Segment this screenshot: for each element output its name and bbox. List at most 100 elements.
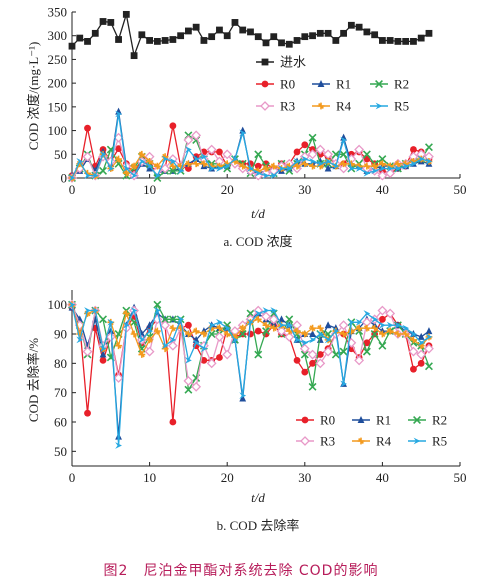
data-point	[153, 38, 161, 45]
data-point	[153, 307, 161, 314]
legend-item-r4: R4	[352, 434, 392, 449]
data-point	[115, 110, 122, 118]
data-point	[185, 160, 192, 168]
data-point	[146, 158, 153, 165]
legend-label: R4	[336, 99, 352, 114]
data-point	[214, 332, 225, 342]
data-point	[340, 29, 347, 37]
data-point	[301, 141, 309, 149]
data-point	[261, 311, 271, 322]
data-point	[254, 327, 262, 335]
legend-label: R2	[432, 413, 447, 428]
data-point	[254, 162, 262, 170]
series-r5	[68, 110, 433, 182]
x-tick-label: 20	[221, 182, 234, 197]
data-point	[371, 315, 379, 323]
data-point	[301, 33, 309, 41]
data-point	[122, 165, 130, 172]
data-point	[316, 324, 324, 332]
data-point	[408, 346, 419, 357]
data-point	[324, 336, 332, 344]
data-point	[316, 351, 324, 358]
data-point	[262, 327, 270, 336]
legend-item-r4: R4	[312, 99, 352, 114]
data-point	[115, 442, 122, 449]
data-point	[208, 33, 216, 41]
legend-marker	[413, 416, 421, 424]
data-point	[338, 320, 349, 331]
legend-label: R5	[432, 434, 447, 449]
data-point	[301, 160, 309, 168]
data-point	[417, 332, 425, 340]
data-point	[206, 144, 217, 155]
legend-item-r0: R0	[256, 77, 295, 92]
data-point	[239, 392, 247, 399]
y-tick-label: 200	[48, 76, 68, 91]
legend-label: R3	[280, 99, 295, 114]
data-point	[82, 151, 93, 162]
data-point	[386, 165, 394, 172]
data-point	[177, 32, 185, 40]
data-point	[270, 324, 278, 332]
data-point	[254, 150, 263, 159]
data-point	[371, 167, 379, 175]
data-point	[300, 350, 309, 359]
data-point	[84, 307, 91, 314]
data-point	[192, 327, 200, 335]
data-point	[309, 324, 316, 332]
data-point	[91, 307, 99, 314]
legend: R0 R1 R2 R3 R4 R5	[296, 413, 447, 449]
legend-marker	[357, 416, 365, 423]
data-point	[362, 347, 371, 356]
data-point	[340, 330, 347, 338]
data-point	[115, 36, 122, 43]
legend-label: R3	[320, 434, 335, 449]
data-point	[222, 349, 233, 360]
data-point	[161, 155, 169, 163]
data-point	[76, 158, 84, 165]
data-point	[285, 321, 293, 329]
series-inflow	[68, 10, 433, 60]
data-point	[324, 29, 332, 37]
data-point	[316, 29, 324, 37]
data-point	[417, 155, 425, 163]
data-point	[299, 343, 310, 354]
data-point	[402, 330, 410, 338]
data-point	[216, 354, 223, 361]
data-point	[425, 333, 433, 341]
data-point	[200, 153, 208, 161]
data-point	[285, 40, 293, 48]
x-tick-label: 40	[376, 470, 389, 485]
data-point	[130, 172, 138, 180]
x-tick-label: 50	[454, 182, 467, 197]
data-point	[416, 349, 427, 360]
data-point	[386, 37, 394, 44]
data-point	[293, 162, 301, 170]
legend-label: R5	[394, 99, 409, 114]
x-axis-label: t/d	[251, 490, 265, 505]
data-point	[254, 33, 262, 41]
data-point	[99, 166, 108, 175]
data-point	[200, 330, 208, 338]
data-point	[276, 326, 287, 336]
series-group	[67, 299, 434, 449]
data-point	[425, 158, 433, 165]
data-point	[216, 26, 223, 34]
data-point	[270, 162, 278, 170]
data-point	[262, 39, 270, 47]
legend-item-r5: R5	[408, 434, 447, 449]
data-point	[222, 149, 233, 160]
legend-label: R0	[320, 413, 335, 428]
data-point	[363, 28, 371, 36]
data-point	[183, 135, 194, 145]
data-point	[309, 330, 316, 337]
data-point	[192, 155, 200, 163]
data-point	[270, 307, 278, 314]
data-point	[370, 330, 379, 338]
data-point	[84, 38, 91, 45]
y-tick-label: 80	[54, 356, 67, 371]
legend-item-r1: R1	[352, 413, 391, 428]
data-point	[84, 172, 91, 180]
data-point	[169, 336, 177, 344]
